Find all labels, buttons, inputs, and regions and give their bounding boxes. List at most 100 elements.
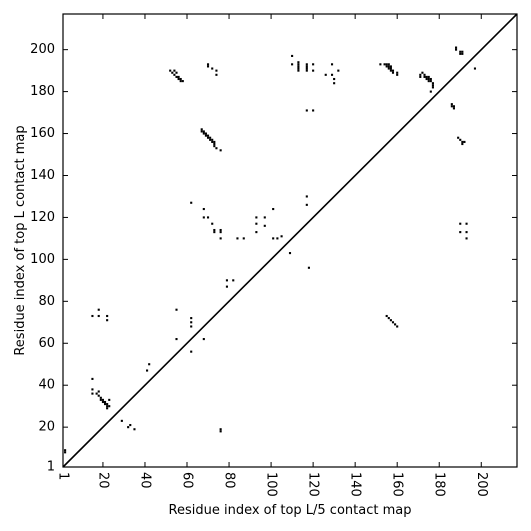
contact-point	[106, 314, 109, 318]
contact-point	[108, 405, 111, 408]
contact-point	[106, 407, 109, 410]
contact-point	[204, 134, 207, 137]
contact-point	[202, 132, 205, 135]
contact-point	[200, 130, 203, 133]
contact-point	[202, 130, 205, 133]
contact-point	[211, 138, 214, 141]
contact-point	[337, 69, 340, 72]
x-tick-label: 80	[222, 472, 237, 489]
contact-point	[202, 216, 205, 219]
contact-point	[396, 325, 399, 328]
contact-point	[211, 140, 214, 143]
contact-point	[465, 222, 468, 225]
contact-point	[455, 48, 458, 51]
contact-point	[389, 319, 392, 322]
contact-point	[305, 65, 308, 68]
contact-point	[463, 140, 466, 143]
x-tick-label: 140	[348, 472, 363, 497]
contact-point	[127, 426, 130, 429]
contact-point	[179, 77, 182, 81]
contact-point	[425, 77, 428, 81]
contact-point	[206, 134, 210, 137]
contact-point	[297, 63, 300, 66]
contact-point	[465, 237, 468, 240]
contact-point	[219, 237, 222, 240]
contact-point	[385, 65, 388, 68]
contact-point	[473, 67, 477, 70]
contact-point	[97, 390, 100, 393]
contact-point	[108, 398, 111, 401]
contact-point	[206, 65, 210, 68]
contact-point	[146, 369, 149, 372]
contact-point	[423, 73, 426, 76]
contact-point	[280, 235, 283, 238]
y-tick-label: 120	[30, 210, 55, 225]
contact-point	[175, 75, 178, 78]
contact-point	[330, 63, 334, 66]
contact-point	[213, 142, 216, 146]
contact-point	[429, 90, 432, 93]
contact-point	[190, 317, 193, 320]
contact-point	[459, 138, 462, 141]
x-tick-label: 160	[390, 472, 405, 497]
contact-point	[387, 65, 390, 68]
contact-point	[213, 231, 216, 234]
contact-point	[213, 145, 216, 148]
contact-point	[452, 107, 455, 110]
contact-point	[391, 321, 395, 324]
contact-point	[213, 228, 216, 232]
contact-point	[95, 392, 98, 395]
contact-point	[202, 207, 205, 211]
y-tick-label: 40	[38, 378, 55, 393]
contact-point	[461, 50, 464, 53]
contact-point	[297, 65, 300, 68]
contact-point	[91, 388, 94, 391]
contact-point	[333, 82, 336, 85]
contact-point	[200, 128, 203, 131]
contact-point	[173, 69, 176, 72]
contact-point	[209, 136, 212, 139]
contact-point	[431, 84, 434, 87]
contact-point	[206, 216, 210, 219]
contact-point	[461, 142, 464, 146]
contact-point	[297, 67, 300, 70]
contact-point	[459, 52, 462, 55]
x-tick-label: 100	[264, 472, 279, 497]
contact-point	[190, 325, 193, 328]
contact-point	[173, 73, 176, 76]
contact-point	[272, 237, 275, 240]
contact-point	[387, 63, 390, 66]
x-tick-label: 20	[95, 472, 110, 489]
contact-point	[190, 350, 193, 353]
contact-point	[177, 75, 180, 78]
contact-point	[215, 69, 218, 72]
contact-point	[99, 396, 102, 399]
contact-point	[459, 222, 462, 225]
contact-point	[225, 285, 228, 288]
contact-point	[333, 77, 336, 81]
contact-points	[64, 46, 477, 454]
contact-point	[288, 252, 292, 255]
contact-point	[305, 109, 308, 112]
contact-point	[101, 398, 104, 401]
contact-point	[103, 400, 107, 404]
contact-point	[305, 67, 308, 70]
contact-point	[169, 69, 172, 72]
contact-point	[211, 222, 214, 225]
contact-point	[171, 71, 174, 74]
contact-point	[450, 103, 453, 106]
y-tick-label: 160	[30, 126, 55, 141]
contact-point	[219, 430, 222, 433]
contact-point	[427, 77, 430, 81]
contact-point	[389, 69, 392, 72]
y-tick-label: 80	[38, 294, 55, 309]
y-axis-label: Residue index of top L contact map	[13, 125, 28, 355]
contact-point	[276, 237, 279, 240]
contact-point	[263, 216, 266, 219]
contact-point	[429, 80, 432, 83]
x-tick-label: 40	[137, 472, 152, 489]
y-tick-label: 60	[38, 336, 55, 351]
plot-frame	[62, 13, 518, 468]
contact-point	[379, 63, 382, 66]
